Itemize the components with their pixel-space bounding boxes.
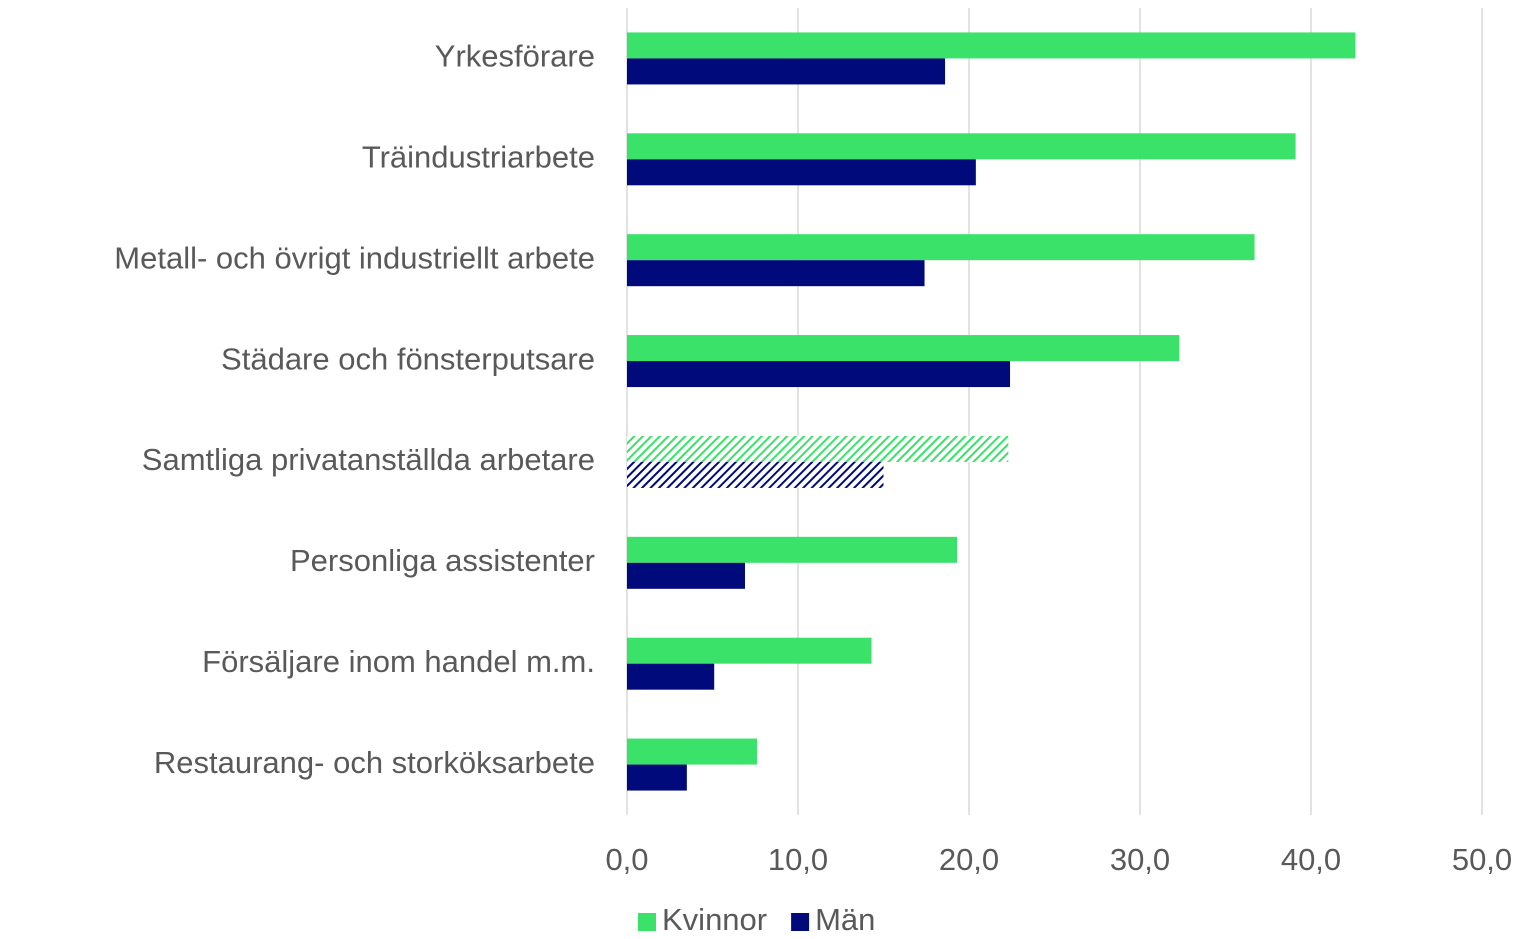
bar	[627, 536, 958, 563]
y-tick-label: Metall- och övrigt industriellt arbete	[114, 240, 595, 275]
x-tick-label: 40,0	[1281, 842, 1341, 877]
y-tick-label: Samtliga privatanställda arbetare	[142, 442, 595, 477]
bar	[627, 435, 1009, 462]
bar	[627, 133, 1296, 160]
y-tick-label: Försäljare inom handel m.m.	[202, 644, 595, 679]
bar	[627, 663, 715, 690]
bar	[627, 32, 1356, 59]
bar	[627, 234, 1255, 261]
bar	[627, 361, 1011, 388]
bar	[627, 335, 1180, 362]
x-tick-label: 0,0	[605, 842, 648, 877]
x-tick-label: 50,0	[1452, 842, 1512, 877]
bar	[627, 461, 884, 488]
bar	[627, 260, 925, 287]
bar	[627, 58, 946, 85]
legend-label: Män	[815, 902, 875, 937]
legend-swatch	[638, 913, 656, 931]
legend-label: Kvinnor	[662, 902, 767, 937]
x-tick-label: 10,0	[768, 842, 828, 877]
x-tick-label: 30,0	[1110, 842, 1170, 877]
bar	[627, 764, 687, 791]
y-tick-label: Yrkesförare	[435, 39, 595, 74]
y-tick-label: Restaurang- och storköksarbete	[154, 745, 595, 780]
y-tick-label: Träindustriarbete	[362, 140, 595, 175]
x-tick-label: 20,0	[939, 842, 999, 877]
bar	[627, 159, 976, 186]
legend-swatch	[791, 913, 810, 931]
bar	[627, 738, 757, 765]
y-tick-label: Städare och fönsterputsare	[221, 341, 595, 376]
bar	[627, 562, 745, 589]
y-tick-label: Personliga assistenter	[290, 543, 595, 578]
bar	[627, 637, 872, 664]
